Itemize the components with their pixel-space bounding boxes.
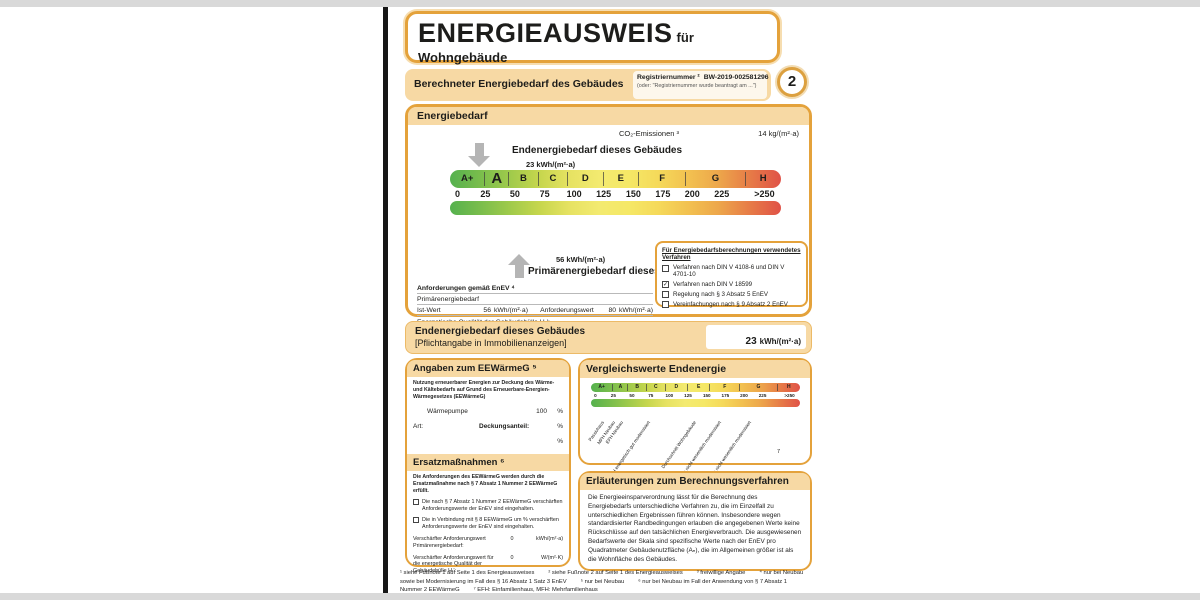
endenergy-highlight-bar: Endenergiebedarf dieses Gebäudes [Pflich… [405,321,812,354]
endenergy-bar-valuebox: 23 kWh/(m²·a) [706,325,806,349]
scan-edge-bottom [0,593,1200,600]
primary-energy-label: Primärenergiebedarf dieses Gebäudes [528,266,711,277]
eewaermeg-title: Angaben zum EEWärmeG ⁵ [407,360,569,377]
class-cell: A+ [450,172,486,186]
document-title-suffix: für Wohngebäude [418,30,694,65]
ersatz-checkbox [413,517,419,524]
endenergy-bar-title: Endenergiebedarf dieses Gebäudes [415,326,586,337]
energiebedarf-panel-title: Energiebedarf [408,107,809,125]
erlaeuterungen-text: Die Energieeinsparverordnung lässt für d… [588,494,802,563]
registry-block: Registriernummer ² BW-2019-002581296 (ode… [633,71,769,99]
vergleichswerte-box: Vergleichswerte Endenergie A+ A B C D E … [578,358,812,501]
endenergy-value: 23 kWh/(m²·a) [526,160,576,169]
comparison-labels: Passivhaus MFH Neubau EFH Neubau EFH ene… [587,420,752,501]
page-number-badge: 2 [777,67,807,97]
ersatz-checkbox [413,499,419,506]
endenergy-marker-arrow-icon [468,143,490,167]
class-cell: F [639,172,687,186]
method-checkbox-checked: ✓ [662,281,669,288]
co2-emissions-value: 14 kg/(m²·a) [758,129,799,138]
ersatz-option: Die in Verbindung mit § 8 EEWärmeG um % … [407,517,569,531]
registry-note: (oder: "Registriernummer wurde beantragt… [637,83,757,89]
method-box-title: Für Energiebedarfsberechnungen verwendet… [662,247,801,261]
eewaermeg-row-art: Art: Deckungsanteil: % [413,423,563,431]
ersatzmassnahmen-title: Ersatzmaßnahmen ⁶ [407,454,569,472]
erlaeuterungen-title: Erläuterungen zum Berechnungsverfahren [580,473,810,490]
scale-tick-row: 0 25 50 75 100 125 150 175 200 225 >250 [450,188,781,201]
footnotes: ¹ siehe Fußnote 1 auf Seite 1 des Energi… [400,570,804,594]
calculation-method-box: Für Energiebedarfsberechnungen verwendet… [655,241,808,308]
document-title: ENERGIEAUSWEIS [418,18,673,48]
method-option: Regelung nach § 3 Absatz 5 EnEV [662,291,801,298]
energiebedarf-panel: Energiebedarf CO₂-Emissionen ³ 14 kg/(m²… [405,104,812,348]
primary-marker-arrow-icon [508,254,530,278]
method-checkbox [662,301,669,308]
comparison-footnote-ref: 7 [776,449,780,455]
method-checkbox [662,291,669,298]
method-option: ✓ Verfahren nach DIN V 18599 [662,280,753,288]
energy-class-scale: A+ A B C D E F G H 0 25 50 75 100 125 [450,170,781,215]
class-cell: G [686,172,746,186]
erlaeuterungen-box: Erläuterungen zum Berechnungsverfahren D… [578,471,812,571]
eewaermeg-row-blank: % [557,438,563,446]
scan-artifact-line [383,7,388,593]
eewaermeg-box: Angaben zum EEWärmeG ⁵ Nutzung erneuerba… [405,358,571,574]
class-cell: C [539,172,569,186]
class-cell-current: A [485,171,510,186]
endenergy-bar-subtitle: [Pflichtangabe in Immobilienanzeigen] [415,338,567,348]
vergleichswerte-title: Vergleichswerte Endenergie [580,360,810,378]
req-row-primary: Primärenergiebedarf [417,295,479,303]
co2-emissions-label: CO₂-Emissionen ³ [618,129,679,138]
scan-edge-top [0,0,1200,7]
class-cell: D [568,172,604,186]
section-bar: Berechneter Energiebedarf des Gebäudes R… [405,69,771,101]
eewaermeg-row-heatpump: Wärmepumpe 100 % [427,408,563,416]
eewaermeg-intro: Nutzung erneuerbarer Energien zur Deckun… [413,380,555,401]
req-row-primary-values: Ist-Wert 56 kWh/(m²·a) Anforderungswert … [417,305,653,316]
section-title: Berechneter Energiebedarf des Gebäudes [414,78,624,90]
class-cell: H [759,173,767,184]
primary-energy-value: 56 kWh/(m²·a) [556,255,606,264]
req-title: Anforderungen gemäß EnEV ⁴ [417,284,515,292]
ersatz-value-row: Verschärfter Anforderungswert Primärener… [413,536,563,549]
ersatzmassnahmen-intro: Die Anforderungen des EEWärmeG werden du… [413,474,558,495]
energy-class-letter-band: A+ A B C D E F G H [450,170,781,188]
registry-number: BW-2019-002581296 [703,74,769,81]
registry-label: Registriernummer ² [637,74,700,81]
ersatz-option: Die nach § 7 Absatz 1 Nummer 2 EEWärmeG … [407,499,569,513]
method-checkbox [662,264,669,272]
class-cell: B [509,172,539,186]
method-option: Verfahren nach DIN V 4108-6 und DIN V 47… [662,264,801,278]
energy-gradient-band [450,201,781,215]
ersatz-value-row: Verschärfter Anforderungswert für die en… [413,554,563,575]
class-cell: E [604,172,639,186]
endenergy-label: Endenergiebedarf dieses Gebäudes [512,145,683,156]
method-option: Vereinfachungen nach § 9 Absatz 2 EnEV [662,301,801,308]
comparison-scale: A+ A B C D E F G H 0 25 50 75 100 125 [591,383,800,407]
